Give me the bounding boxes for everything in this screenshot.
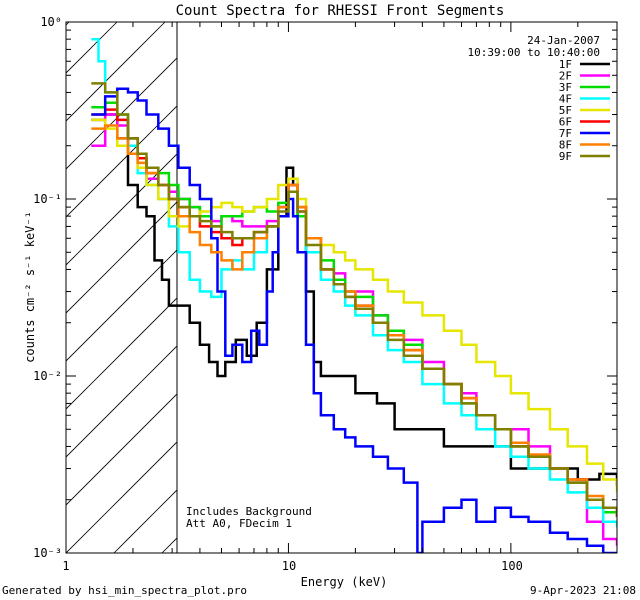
hatch-line: [306, 22, 640, 553]
footer-timestamp: 9-Apr-2023 21:08: [530, 584, 636, 597]
legend-time-range: 10:39:00 to 10:40:00: [468, 46, 600, 59]
hatch-line: [66, 393, 177, 506]
y-tick-label-1e-2: 10⁻²: [33, 369, 62, 383]
chart-title: Count Spectra for RHESSI Front Segments: [176, 3, 505, 19]
legend-label-9F: 9F: [559, 150, 572, 163]
x-axis-label: Energy (keV): [301, 575, 388, 589]
legend-label-4F: 4F: [559, 93, 572, 106]
legend-label-6F: 6F: [559, 116, 572, 129]
legend-label-3F: 3F: [559, 81, 572, 94]
hatch-line: [66, 441, 177, 553]
hatch-line: [210, 22, 640, 553]
series-line-9F: [91, 82, 617, 517]
hatch-line: [66, 22, 166, 122]
legend-label-2F: 2F: [559, 70, 572, 83]
hatch-line: [354, 22, 640, 553]
y-tick-label-1e-1: 10⁻¹: [33, 192, 62, 206]
hatch-line: [66, 57, 177, 170]
x-tick-label-1: 1: [62, 559, 69, 573]
legend-label-5F: 5F: [559, 104, 572, 117]
annotation-background: Includes Background: [186, 505, 312, 518]
y-tick-label-1e0: 10⁰: [40, 15, 62, 29]
series-lines: [91, 37, 617, 553]
legend-label-1F: 1F: [559, 58, 572, 71]
plot-frame: [65, 21, 618, 554]
series-line-2F: [91, 113, 617, 546]
x-tick-label-10: 10: [282, 559, 296, 573]
annotation-attenuator: Att A0, FDecim 1: [186, 517, 292, 530]
hatch-line: [66, 249, 177, 362]
hatch-line: [66, 201, 177, 314]
footer-generated-by: Generated by hsi_min_spectra_plot.pro: [2, 584, 247, 597]
axis-ticks: [65, 21, 618, 554]
below-threshold-hatch: [0, 22, 640, 553]
legend-label-7F: 7F: [559, 127, 572, 140]
hatch-line: [66, 345, 177, 458]
hatch-line: [258, 22, 640, 553]
hatch-line: [0, 22, 21, 553]
y-tick-label-1e-3: 10⁻³: [33, 546, 62, 560]
hatch-line: [66, 297, 177, 410]
y-axis-label: counts cm⁻² s⁻¹ keV⁻¹: [23, 211, 37, 363]
x-tick-label-100: 100: [501, 559, 523, 573]
series-line-7F: [91, 87, 617, 553]
hatch-line: [66, 22, 118, 74]
legend-date: 24-Jan-2007: [527, 34, 600, 47]
hatch-line: [66, 105, 177, 218]
hatch-line: [66, 153, 177, 266]
legend-label-8F: 8F: [559, 139, 572, 152]
